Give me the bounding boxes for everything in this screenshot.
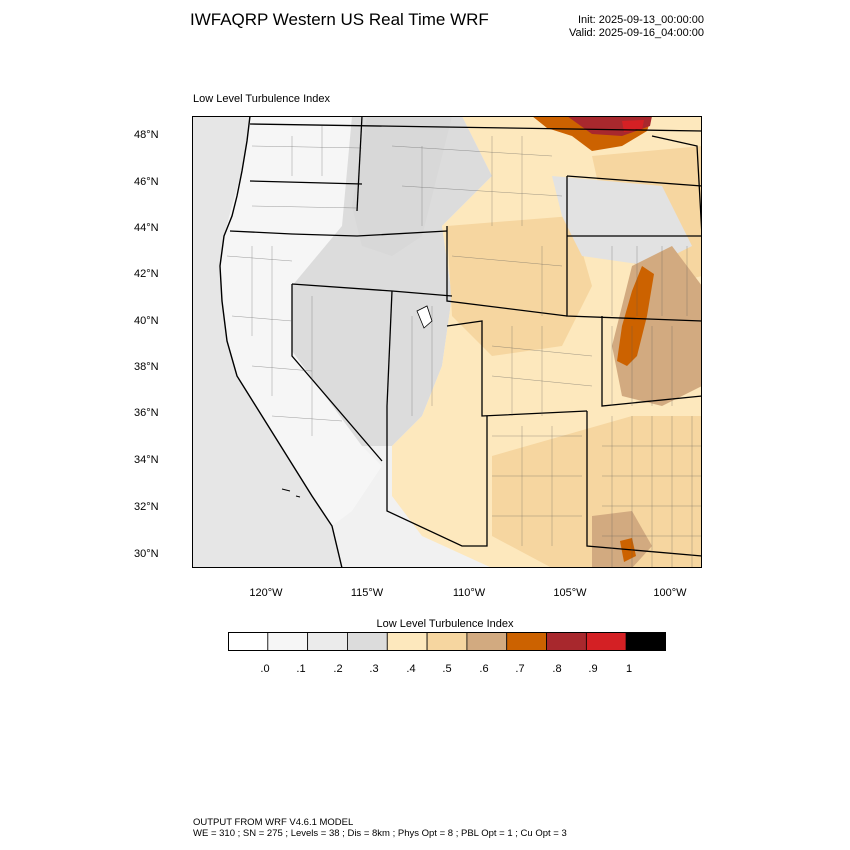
plains-orange-core (617, 266, 654, 366)
colorbar-swatch (347, 632, 388, 651)
model-footer: OUTPUT FROM WRF V4.6.1 MODEL WE = 310 ; … (193, 817, 567, 839)
lat-label: 30°N (134, 548, 159, 560)
colorbar (228, 632, 666, 651)
turbulence-map (192, 116, 702, 568)
great-basin-region (292, 116, 492, 446)
plot-title: Low Level Turbulence Index (193, 93, 330, 105)
colorbar-label: .4 (406, 663, 416, 675)
lat-label: 38°N (134, 361, 159, 373)
great-salt-lake (416, 305, 433, 329)
colorbar-label: .7 (515, 663, 525, 675)
lat-label: 46°N (134, 176, 159, 188)
colorbar-label: .1 (296, 663, 306, 675)
init-valid-times: Init: 2025-09-13_00:00:00 Valid: 2025-09… (520, 14, 704, 40)
high-plains-patch-1 (447, 216, 592, 356)
high-plains-patch-2 (492, 416, 702, 568)
colorbar-swatch (228, 632, 269, 651)
lat-label: 48°N (134, 129, 159, 141)
map-border (192, 116, 702, 568)
colorbar-swatch (307, 632, 348, 651)
coastline (219, 116, 343, 568)
dakotas-grey (552, 176, 692, 266)
montana-bright-red (622, 120, 644, 132)
channel-islands (281, 488, 301, 498)
lat-label: 32°N (134, 501, 159, 513)
lon-label: 120°W (249, 587, 283, 599)
footer-line-2: WE = 310 ; SN = 275 ; Levels = 38 ; Dis … (193, 828, 567, 839)
footer-line-1: OUTPUT FROM WRF V4.6.1 MODEL (193, 817, 354, 828)
lon-label: 100°W (653, 587, 687, 599)
colorbar-label: 1 (625, 663, 633, 675)
colorbar-label: .3 (369, 663, 379, 675)
colorbar-swatch (466, 632, 508, 651)
texas-brown-patch (592, 511, 652, 568)
lat-label: 36°N (134, 407, 159, 419)
state-borders (229, 116, 702, 557)
colorbar-label: .0 (260, 663, 270, 675)
lon-label: 115°W (350, 587, 384, 599)
colorbar-swatch (585, 632, 627, 651)
colorbar-label: .2 (333, 663, 343, 675)
colorbar-label: .6 (479, 663, 489, 675)
main-title: IWFAQRP Western US Real Time WRF (190, 10, 489, 29)
colorbar-label: .8 (552, 663, 562, 675)
colorbar-swatch (625, 632, 666, 651)
init-time: Init: 2025-09-13_00:00:00 (578, 14, 704, 26)
colorbar-swatch (546, 632, 587, 651)
colorbar-swatch (426, 632, 468, 651)
colorbar-label: .5 (442, 663, 452, 675)
lat-label: 40°N (134, 315, 159, 327)
colorbar-swatch (267, 632, 309, 651)
lon-label: 110°W (452, 587, 486, 599)
colorbar-swatch (386, 632, 428, 651)
county-borders (226, 126, 702, 568)
lat-label: 42°N (134, 268, 159, 280)
colorbar-label: .9 (588, 663, 598, 675)
valid-time: Valid: 2025-09-16_04:00:00 (569, 27, 704, 39)
colorbar-swatch (506, 632, 547, 651)
lat-label: 44°N (134, 222, 159, 234)
colorbar-title: Low Level Turbulence Index (376, 618, 514, 630)
lat-label: 34°N (134, 454, 159, 466)
lon-label: 105°W (553, 587, 587, 599)
west-coast-region (220, 116, 382, 526)
